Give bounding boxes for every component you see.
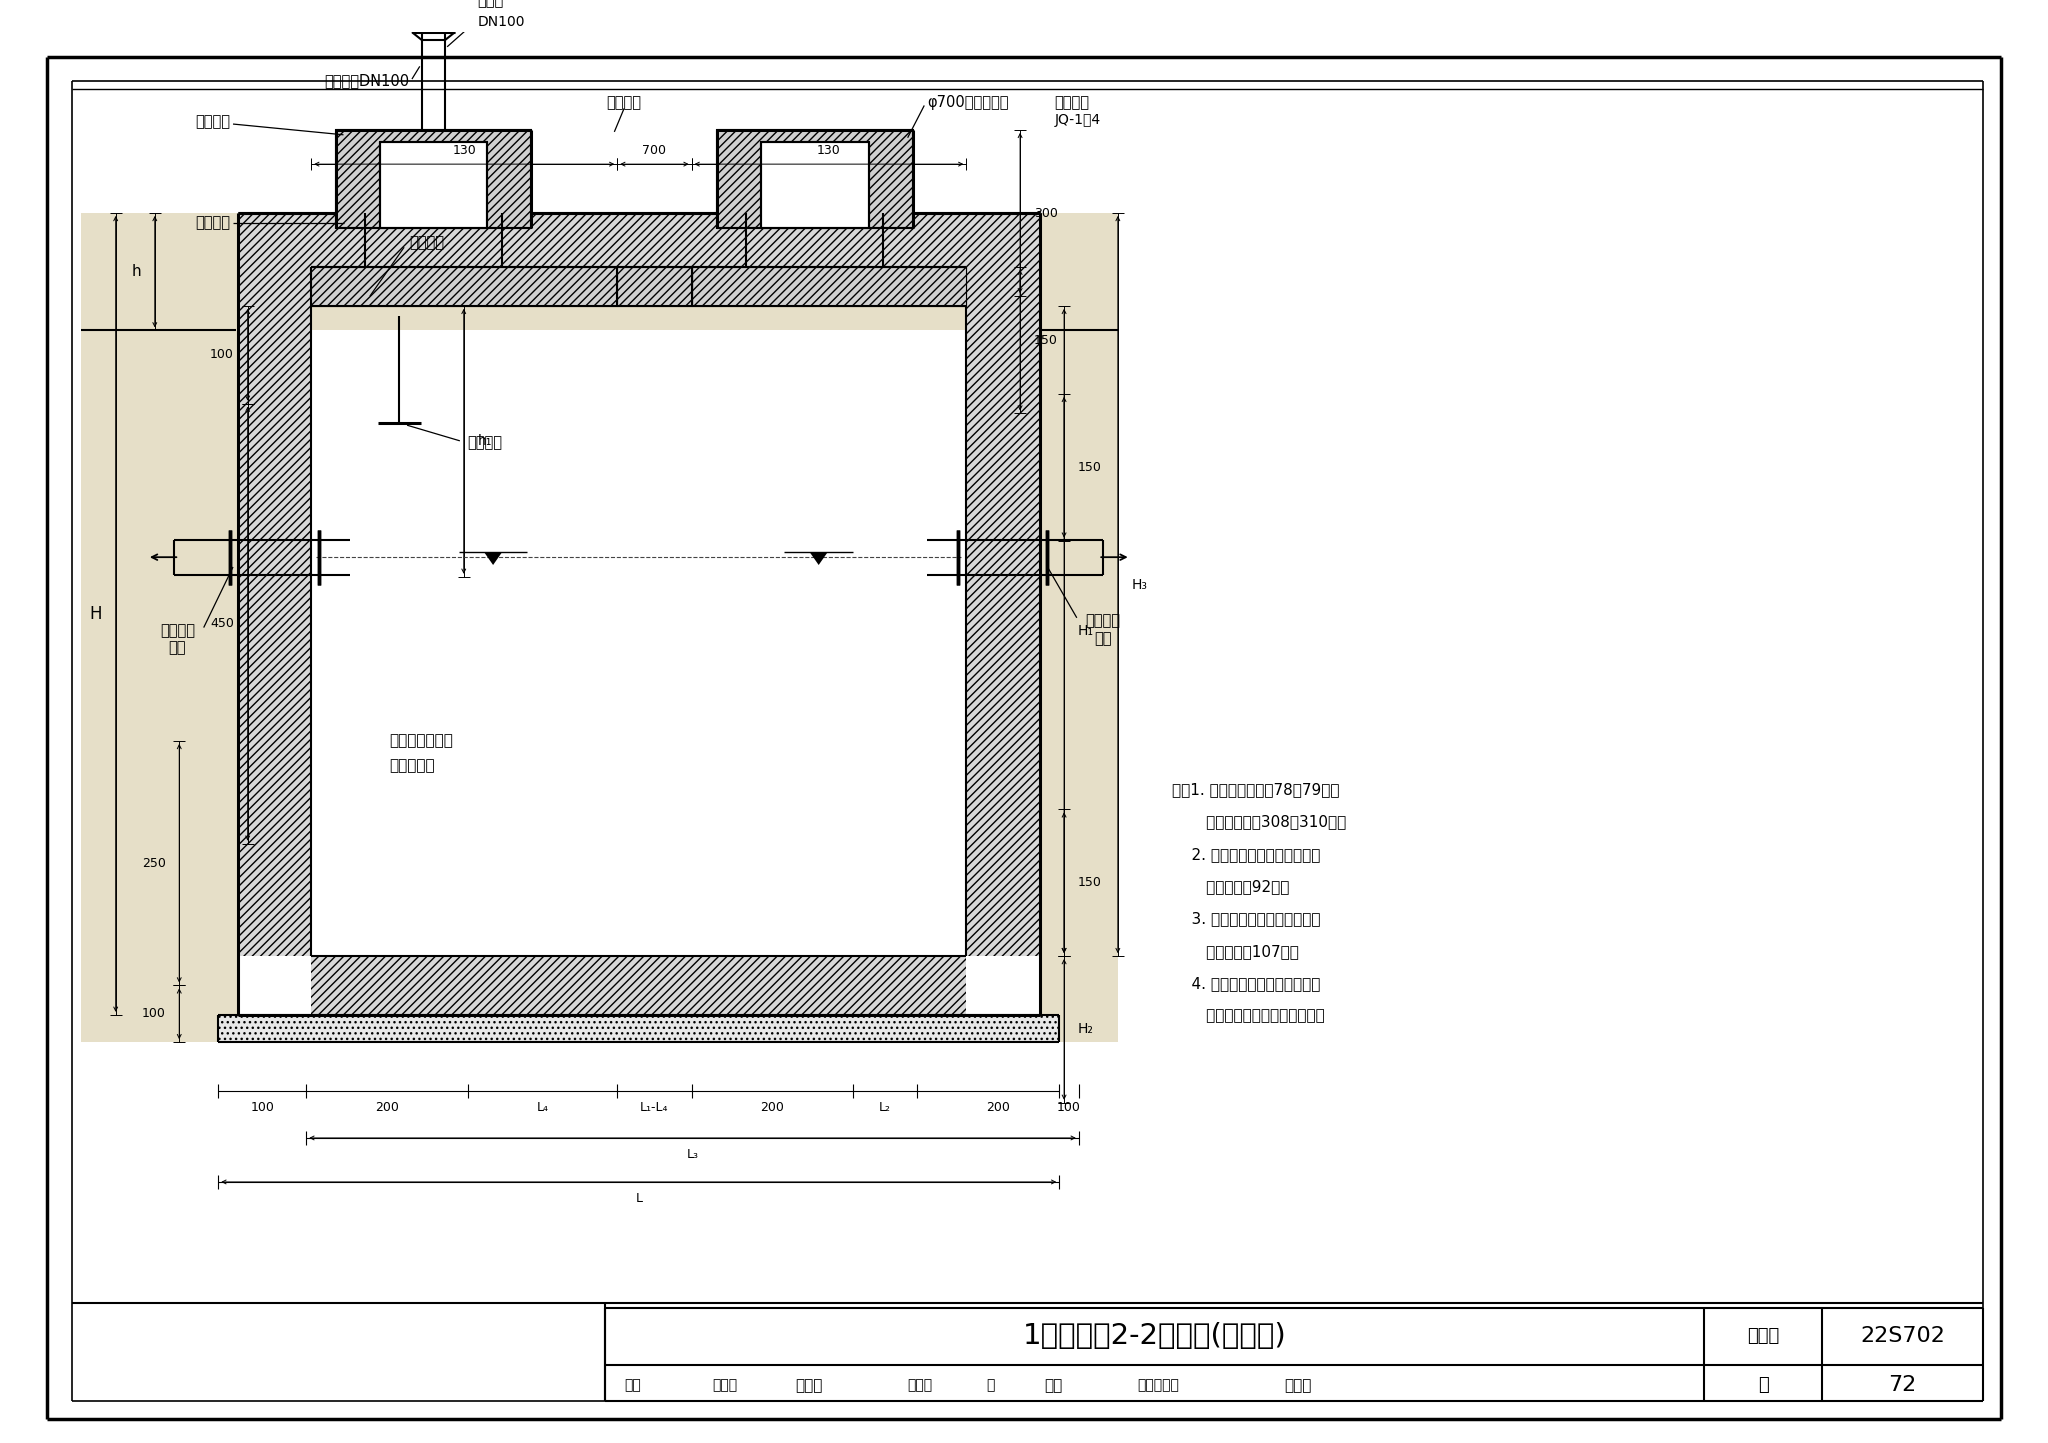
Text: H: H (90, 605, 102, 623)
Text: 100: 100 (211, 348, 233, 361)
Text: 钢筋混凝土底板: 钢筋混凝土底板 (389, 733, 453, 749)
Text: L₂: L₂ (879, 1101, 891, 1114)
Text: 现浇盖板: 现浇盖板 (410, 235, 444, 250)
Polygon shape (82, 214, 1118, 330)
Text: L: L (635, 1192, 643, 1205)
Text: 150: 150 (1034, 333, 1057, 346)
Text: 通气竖管DN100: 通气竖管DN100 (324, 74, 410, 88)
Text: 72: 72 (1888, 1375, 1917, 1395)
Text: L₃: L₃ (686, 1149, 698, 1162)
Text: 通气帽: 通气帽 (477, 0, 504, 9)
Text: 混凝土垫层: 混凝土垫层 (389, 758, 434, 773)
Text: 审核: 审核 (625, 1378, 641, 1392)
Text: 200: 200 (760, 1101, 784, 1114)
Text: 3. 可过汽车的化粪池盖板平面: 3. 可过汽车的化粪池盖板平面 (1171, 912, 1321, 926)
Text: h: h (131, 264, 141, 278)
Text: 布置图见第92页。: 布置图见第92页。 (1171, 879, 1288, 895)
Text: 预埋防水: 预埋防水 (1085, 613, 1120, 628)
Text: 校对陈: 校对陈 (907, 1378, 932, 1392)
Polygon shape (483, 553, 502, 566)
Text: 页: 页 (1757, 1377, 1769, 1394)
Text: 预埋套管: 预埋套管 (606, 95, 641, 110)
Text: 450: 450 (211, 618, 233, 631)
Polygon shape (809, 553, 827, 566)
Polygon shape (717, 130, 913, 228)
Polygon shape (762, 141, 868, 228)
Text: 图集号: 图集号 (1747, 1328, 1780, 1345)
Text: 注：1. 池体配筋图见第78、79页，: 注：1. 池体配筋图见第78、79页， (1171, 782, 1339, 798)
Text: 预制井圈: 预制井圈 (195, 114, 229, 130)
Text: 预制井圈见第308～310页。: 预制井圈见第308～310页。 (1171, 815, 1346, 830)
Text: H₂: H₂ (1077, 1023, 1094, 1036)
Text: L₁-L₄: L₁-L₄ (641, 1101, 668, 1114)
Text: 套管: 套管 (1094, 631, 1112, 646)
Text: 布置图见第107页。: 布置图见第107页。 (1171, 944, 1298, 958)
Text: 100: 100 (250, 1101, 274, 1114)
Text: 100: 100 (141, 1007, 166, 1020)
Text: 250: 250 (141, 857, 166, 870)
Polygon shape (311, 214, 967, 267)
Text: 贻春: 贻春 (1044, 1378, 1063, 1392)
Text: 700: 700 (643, 144, 666, 157)
Text: 130: 130 (453, 144, 475, 157)
Text: φ700井盖及盖座: φ700井盖及盖座 (928, 95, 1010, 110)
Text: DN100: DN100 (477, 16, 524, 29)
Polygon shape (967, 214, 1040, 957)
Polygon shape (379, 141, 487, 228)
Polygon shape (238, 214, 311, 957)
Text: 春: 春 (985, 1378, 993, 1392)
Polygon shape (311, 267, 616, 306)
Text: 100: 100 (1057, 1101, 1081, 1114)
Text: h₁: h₁ (477, 434, 492, 449)
Text: 200: 200 (987, 1101, 1010, 1114)
Text: 管道支架: 管道支架 (467, 436, 502, 450)
Polygon shape (336, 130, 530, 228)
Text: 预埋防水: 预埋防水 (160, 623, 195, 638)
Text: 130: 130 (817, 144, 842, 157)
Polygon shape (692, 267, 967, 306)
Text: 22S702: 22S702 (1860, 1326, 1946, 1346)
Text: JQ-1～4: JQ-1～4 (1055, 113, 1100, 127)
Text: 预制井圈: 预制井圈 (1055, 95, 1090, 110)
Text: L₄: L₄ (537, 1101, 549, 1114)
Text: 设置位置要求详见编制说明。: 设置位置要求详见编制说明。 (1171, 1009, 1325, 1023)
Text: 200: 200 (375, 1101, 399, 1114)
Polygon shape (311, 957, 967, 1014)
Text: 木编辑: 木编辑 (1284, 1378, 1311, 1392)
Text: 1号化粪池2-2剖面图(有覆土): 1号化粪池2-2剖面图(有覆土) (1022, 1322, 1286, 1351)
Text: 范洪普: 范洪普 (713, 1378, 737, 1392)
Text: 150: 150 (1077, 876, 1102, 889)
Text: 2. 不过汽车的化粪池盖板平面: 2. 不过汽车的化粪池盖板平面 (1171, 847, 1321, 861)
Text: 4. 通气竖管、通气帽的材质及: 4. 通气竖管、通气帽的材质及 (1171, 975, 1321, 991)
Text: 范洪佐: 范洪佐 (795, 1378, 823, 1392)
Text: 150: 150 (1077, 460, 1102, 473)
Text: 300: 300 (1034, 206, 1057, 219)
Text: H₃: H₃ (1133, 577, 1147, 592)
Text: 设计齐番静: 设计齐番静 (1137, 1378, 1180, 1392)
Text: H₁: H₁ (1077, 623, 1094, 638)
Polygon shape (616, 267, 692, 306)
Polygon shape (82, 330, 238, 1042)
Polygon shape (1040, 330, 1118, 1042)
Polygon shape (219, 1014, 1059, 1042)
Text: 套管: 套管 (168, 641, 186, 655)
Text: 现浇盖板: 现浇盖板 (195, 215, 229, 231)
